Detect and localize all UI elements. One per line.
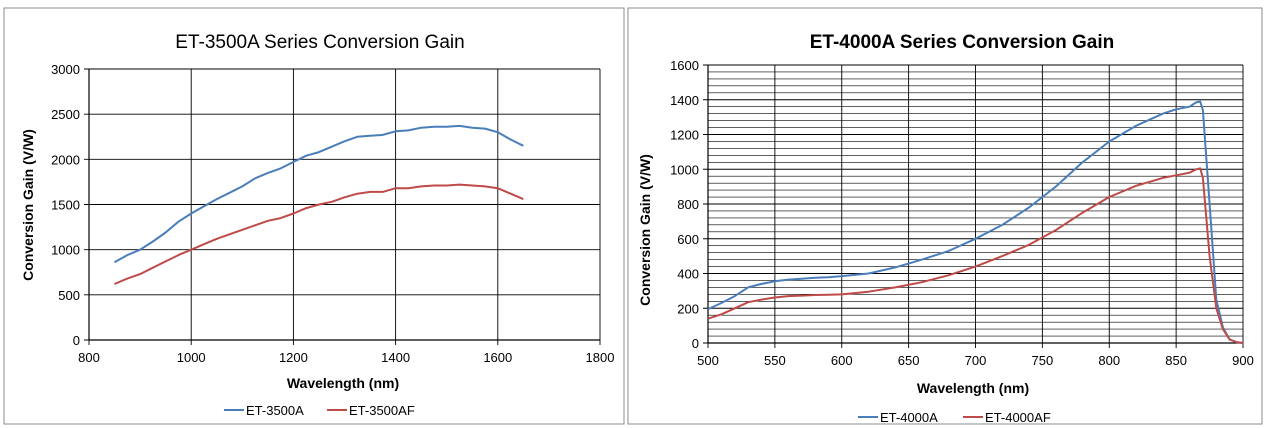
series-line-et-3500af bbox=[114, 183, 524, 285]
x-tick-label: 1200 bbox=[279, 350, 308, 365]
chart-2-legend-label-af: ET-4000AF bbox=[985, 410, 1051, 425]
y-tick-label: 1600 bbox=[670, 58, 699, 73]
x-tick-label: 1400 bbox=[381, 350, 410, 365]
y-tick-label: 500 bbox=[58, 288, 80, 303]
chart-1-plot: 0 500 1000 1500 2000 2500 3000 800 1000 1200 1400 1… bbox=[51, 62, 614, 365]
series-line-et-3500a bbox=[114, 124, 524, 264]
chart-2-x-axis-label: Wavelength (nm) bbox=[917, 380, 1029, 396]
x-tick-label: 800 bbox=[1098, 353, 1120, 368]
y-tick-label: 1500 bbox=[51, 198, 80, 213]
x-tick-label: 700 bbox=[965, 353, 987, 368]
chart-2-legend: ET-4000A ET-4000AF bbox=[858, 410, 1051, 425]
x-tick-label: 750 bbox=[1032, 353, 1054, 368]
chart-1-legend-label-af: ET-3500AF bbox=[349, 403, 415, 418]
x-tick-label: 600 bbox=[831, 353, 853, 368]
chart-1-x-axis-label: Wavelength (nm) bbox=[287, 375, 399, 391]
x-tick-label: 1000 bbox=[177, 350, 206, 365]
x-tick-label: 650 bbox=[898, 353, 920, 368]
x-tick-label: 1800 bbox=[586, 350, 615, 365]
chart-2-legend-label-a: ET-4000A bbox=[880, 410, 938, 425]
y-tick-label: 1200 bbox=[670, 128, 699, 143]
x-tick-label: 850 bbox=[1165, 353, 1187, 368]
x-tick-label: 900 bbox=[1232, 353, 1254, 368]
y-tick-label: 200 bbox=[677, 301, 699, 316]
y-tick-label: 3000 bbox=[51, 62, 80, 77]
y-tick-label: 400 bbox=[677, 267, 699, 282]
y-tick-label: 1000 bbox=[670, 162, 699, 177]
chart-1-legend: ET-3500A ET-3500AF bbox=[224, 403, 415, 418]
series-line-et-4000a bbox=[707, 100, 1244, 344]
x-tick-label: 500 bbox=[697, 353, 719, 368]
chart-2-y-axis-label: Conversion Gain (V/W) bbox=[637, 154, 653, 306]
y-tick-label: 2000 bbox=[51, 152, 80, 167]
y-tick-label: 800 bbox=[677, 197, 699, 212]
chart-2-title: ET-4000A Series Conversion Gain bbox=[810, 32, 1114, 53]
series-line-et-4000af bbox=[707, 167, 1244, 344]
chart-1-frame bbox=[3, 7, 625, 425]
chart-1-title: ET-3500A Series Conversion Gain bbox=[175, 32, 464, 53]
y-tick-label: 2500 bbox=[51, 107, 80, 122]
y-tick-label: 600 bbox=[677, 232, 699, 247]
chart-1-legend-label-a: ET-3500A bbox=[246, 403, 304, 418]
chart-2-frame bbox=[627, 7, 1263, 425]
y-tick-label: 0 bbox=[692, 336, 699, 351]
y-tick-label: 1400 bbox=[670, 93, 699, 108]
y-tick-label: 1000 bbox=[51, 243, 80, 258]
y-tick-label: 0 bbox=[73, 333, 80, 348]
x-tick-label: 800 bbox=[78, 350, 100, 365]
chart-1-y-axis-label: Conversion Gain (V/W) bbox=[20, 129, 36, 281]
x-tick-label: 1600 bbox=[483, 350, 512, 365]
x-tick-label: 550 bbox=[764, 353, 786, 368]
chart-2-plot: 0 200 400 600 800 1000 1200 1400 1600 500 550 600 65… bbox=[670, 58, 1254, 368]
